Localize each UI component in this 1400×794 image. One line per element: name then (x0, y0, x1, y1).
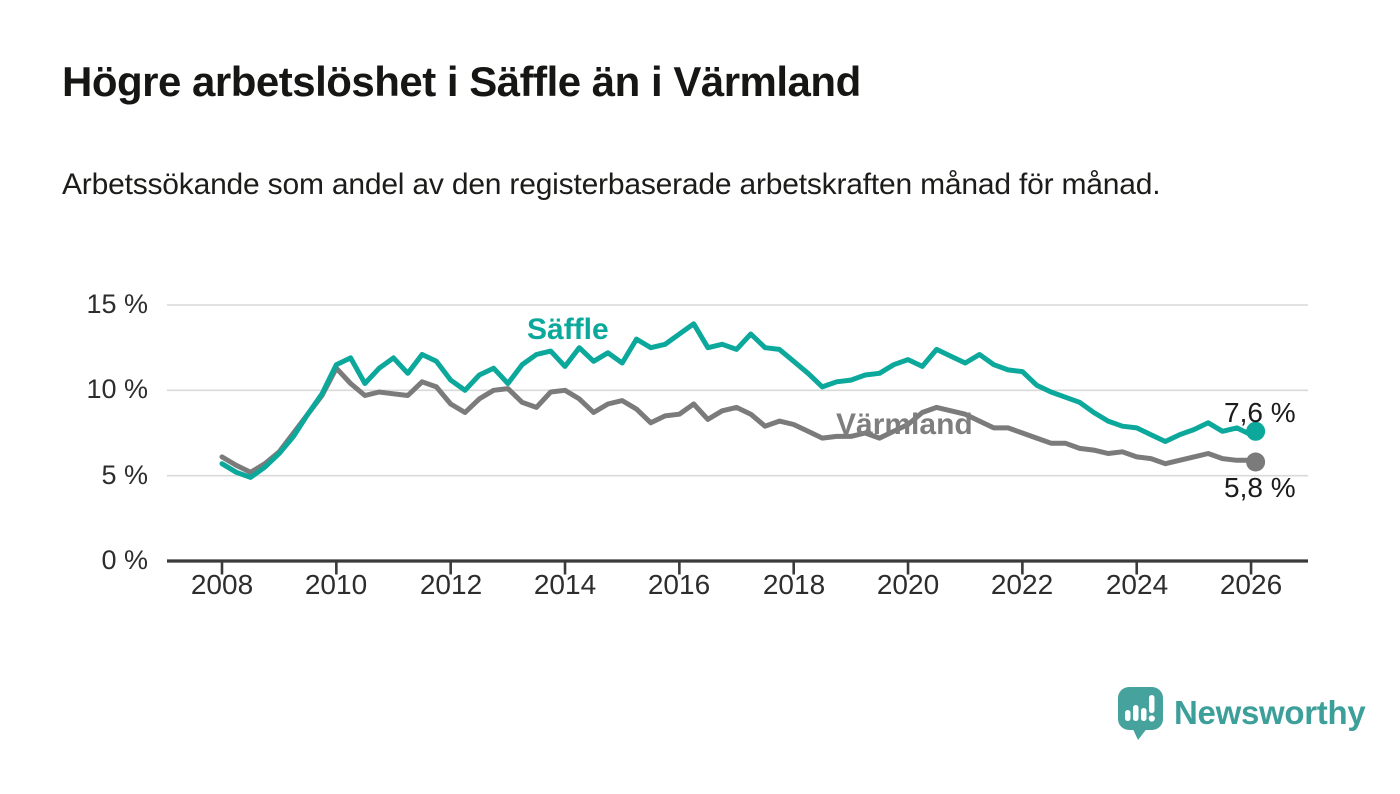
series-label-varmland: Värmland (836, 408, 973, 441)
x-tick-label-2008: 2008 (190, 569, 254, 600)
end-value-label-varmland: 5,8 % (1224, 472, 1296, 503)
x-tick-label-2024: 2024 (1105, 569, 1169, 600)
y-tick-label-10: 10 % (86, 374, 148, 404)
x-tick-label-2020: 2020 (876, 569, 940, 600)
series-label-saffle: Säffle (527, 313, 609, 346)
x-tick-label-2014: 2014 (533, 569, 597, 600)
y-tick-label-5: 5 % (101, 460, 148, 490)
series-line-0 (219, 321, 1259, 480)
x-tick-label-2022: 2022 (990, 569, 1054, 600)
page-title: Högre arbetslöshet i Säffle än i Värmlan… (62, 58, 861, 105)
x-tick-label-2012: 2012 (419, 569, 483, 600)
y-tick-label-0: 0 % (101, 545, 148, 575)
end-value-label-saffle: 7,6 % (1224, 397, 1296, 428)
newsworthy-logo: Newsworthy (1117, 686, 1366, 740)
series-end-dot-1 (1246, 452, 1266, 472)
chart-subtitle: Arbetssökande som andel av den registerb… (62, 168, 1161, 201)
y-tick-label-15: 15 % (86, 289, 148, 319)
x-tick-label-2016: 2016 (647, 569, 711, 600)
newsworthy-logo-icon (1118, 687, 1163, 740)
x-tick-label-2026: 2026 (1219, 569, 1283, 600)
x-tick-label-2010: 2010 (304, 569, 368, 600)
series-line-1 (219, 365, 1259, 475)
newsworthy-wordmark: Newsworthy (1174, 694, 1366, 731)
x-tick-label-2018: 2018 (762, 569, 826, 600)
series-end-dot-0 (1246, 421, 1266, 441)
